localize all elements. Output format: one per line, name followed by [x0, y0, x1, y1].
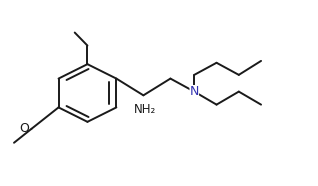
Text: O: O	[19, 122, 29, 135]
Text: NH₂: NH₂	[134, 103, 156, 116]
Text: N: N	[190, 85, 199, 98]
